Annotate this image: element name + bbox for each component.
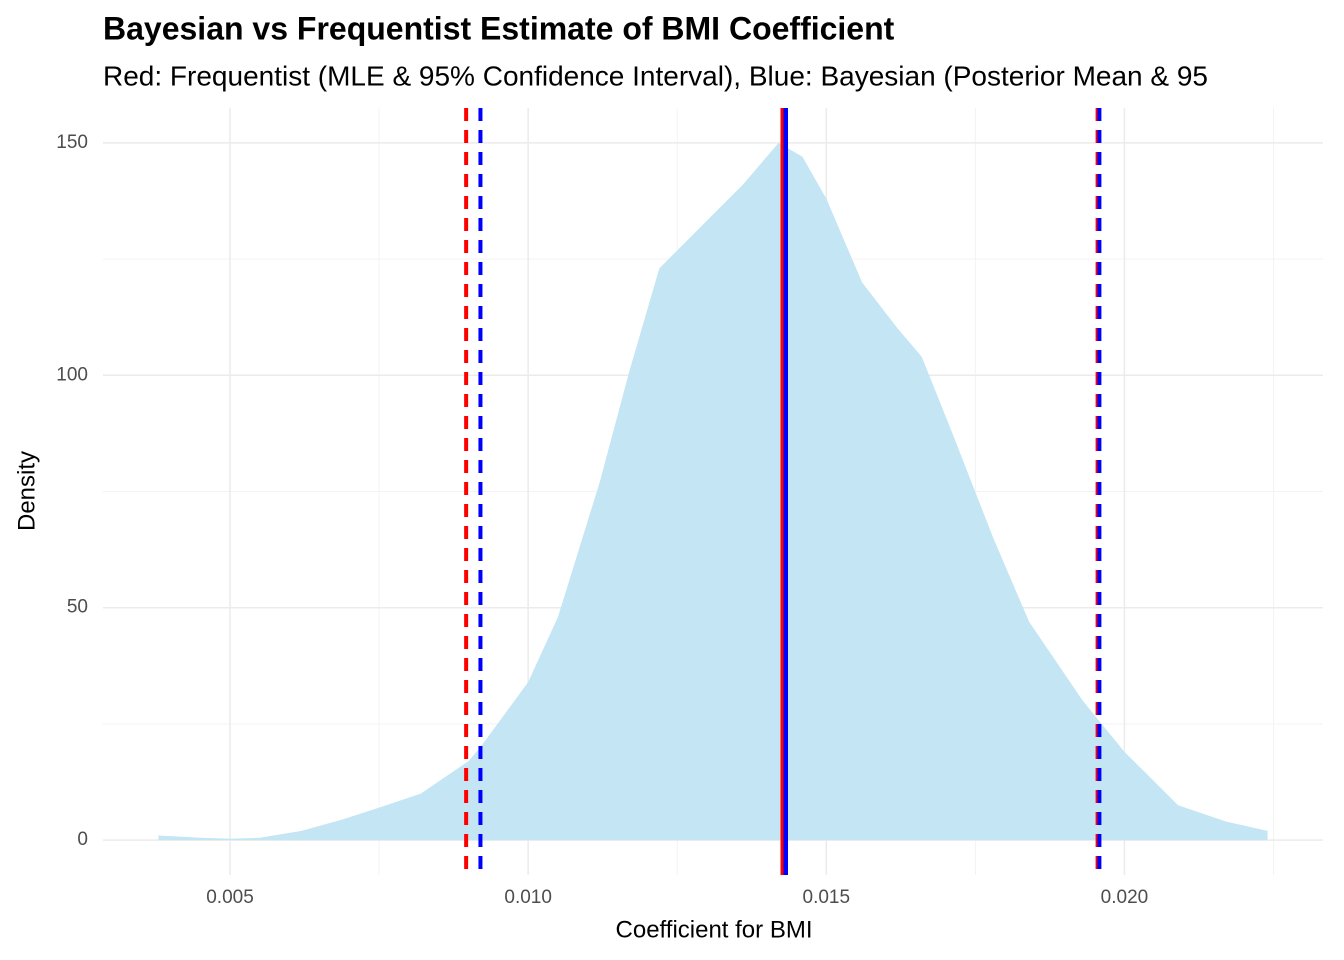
y-axis-title: Density — [13, 451, 40, 531]
x-tick-label: 0.020 — [1101, 887, 1149, 908]
y-tick-label: 100 — [56, 364, 88, 385]
chart-title: Bayesian vs Frequentist Estimate of BMI … — [103, 10, 895, 46]
y-tick-label: 0 — [77, 829, 88, 850]
x-tick-label: 0.005 — [206, 887, 254, 908]
x-tick-label: 0.015 — [803, 887, 851, 908]
density-area — [158, 142, 1268, 841]
chart-subtitle: Red: Frequentist (MLE & 95% Confidence I… — [103, 60, 1208, 91]
y-tick-label: 150 — [56, 132, 88, 153]
x-tick-label: 0.010 — [504, 887, 552, 908]
y-tick-label: 50 — [67, 597, 88, 618]
x-axis-title: Coefficient for BMI — [616, 916, 813, 943]
